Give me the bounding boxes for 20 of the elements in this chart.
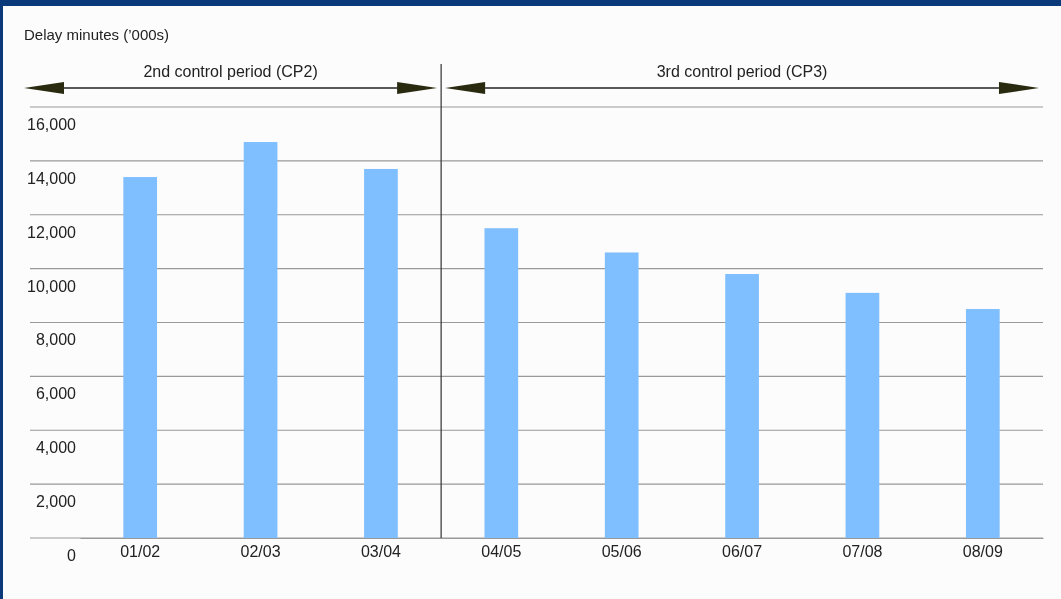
x-tick-label: 05/06 (601, 543, 642, 561)
y-tick-label: 12,000 (27, 223, 77, 241)
y-tick-label: 0 (67, 546, 77, 564)
y-tick-label: 8,000 (35, 331, 77, 349)
y-tick-label: 10,000 (27, 277, 77, 295)
x-tick-label: 03/04 (360, 543, 402, 561)
y-tick-label: 14,000 (27, 169, 77, 187)
x-tick-label: 06/07 (722, 543, 763, 561)
y-tick-label: 4,000 (35, 439, 77, 457)
x-tick-label: 04/05 (481, 543, 522, 561)
text: 2nd control period (CP2) (143, 63, 318, 80)
x-tick-label: 01/02 (120, 543, 161, 561)
x-tick-label: 07/08 (842, 543, 883, 561)
y-tick-label: 2,000 (35, 493, 77, 511)
x-tick-label: 08/09 (962, 543, 1003, 561)
y-axis-title: Delay minutes (’000s) (24, 26, 170, 43)
y-tick-label: 6,000 (35, 385, 77, 403)
text: 3rd control period (CP3) (656, 63, 828, 80)
x-tick-label: 02/03 (240, 543, 281, 561)
y-tick-label: 16,000 (27, 115, 77, 133)
